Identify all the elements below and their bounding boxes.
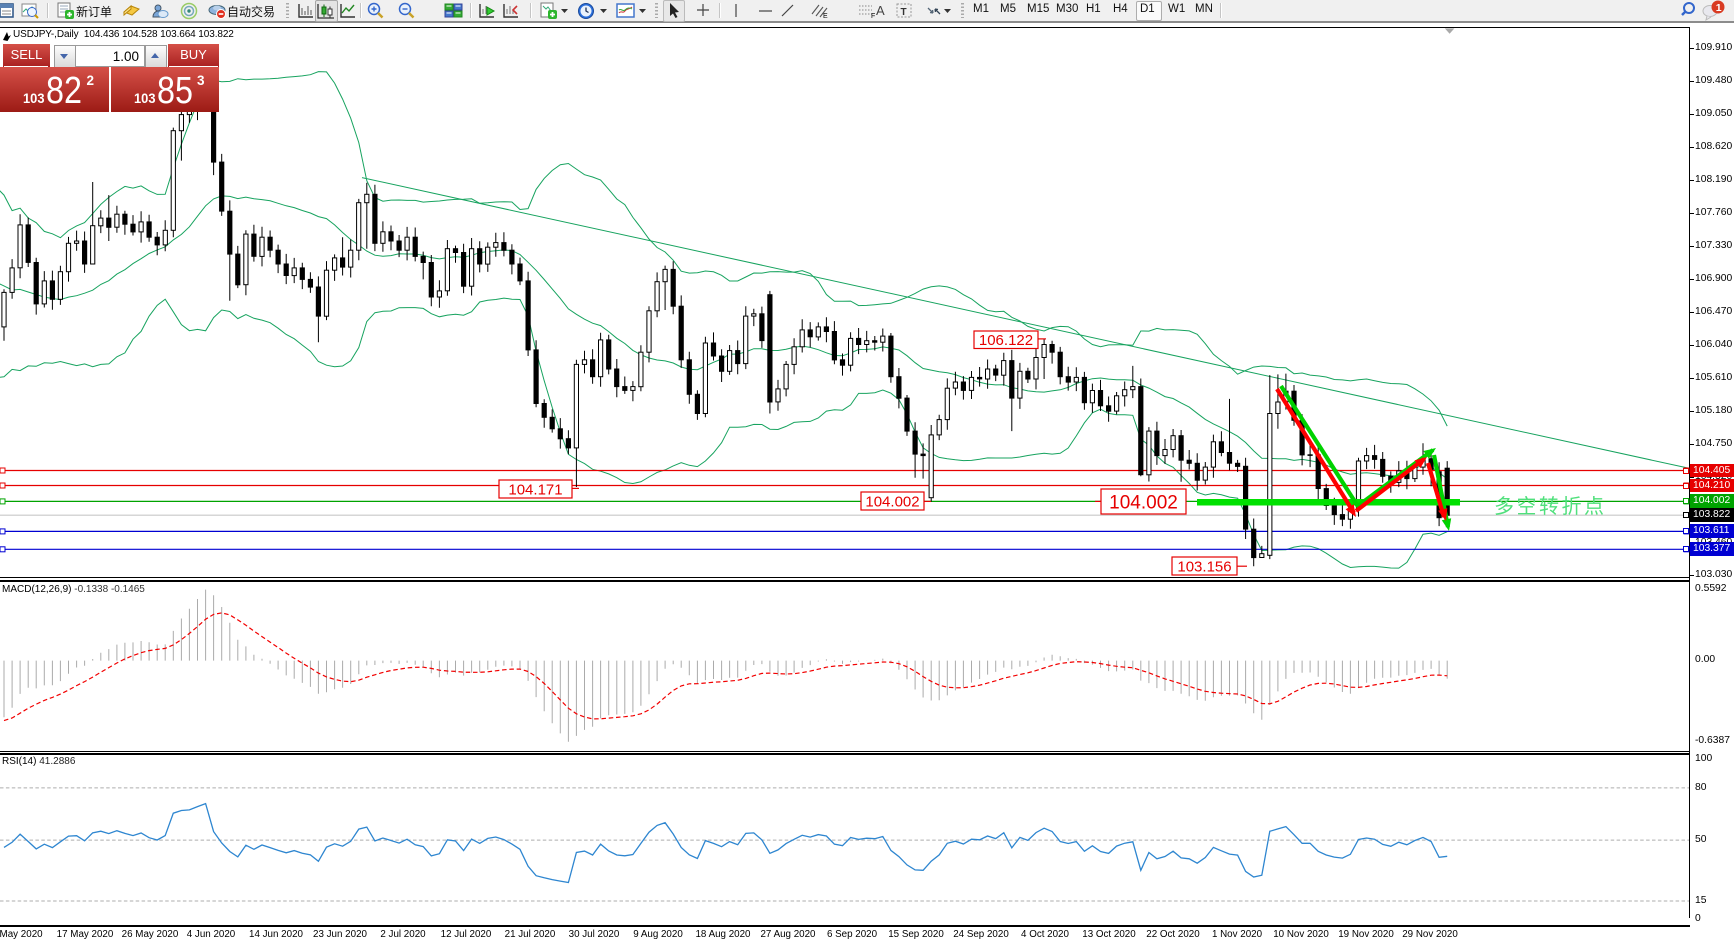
svg-text:1: 1 (1716, 2, 1722, 14)
svg-text:106.122: 106.122 (979, 332, 1033, 349)
svg-text:E: E (823, 13, 828, 20)
svg-text:多空转折点: 多空转折点 (1494, 495, 1607, 518)
svg-text:104.002: 104.002 (865, 493, 919, 510)
svg-text:F: F (871, 13, 875, 20)
svg-text:104.002: 104.002 (1109, 492, 1178, 513)
svg-text:T: T (901, 7, 907, 18)
svg-text:104.171: 104.171 (508, 481, 562, 498)
svg-text:103.156: 103.156 (1177, 558, 1231, 575)
